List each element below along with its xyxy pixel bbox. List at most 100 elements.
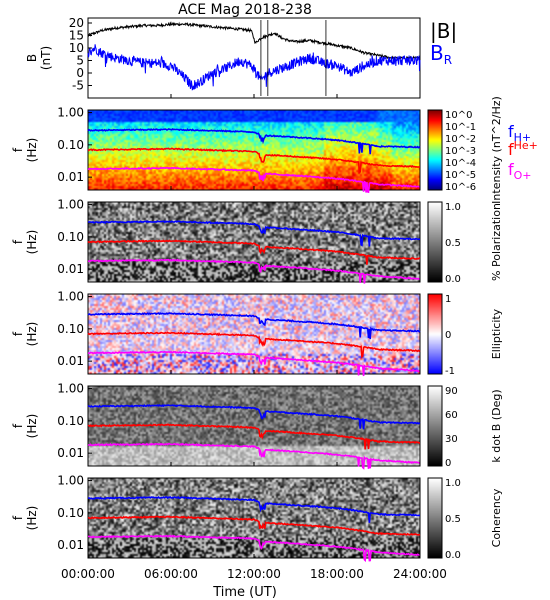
colorbar-coherency: 1.0 0.5 0.0 Coherency xyxy=(427,477,503,561)
colorbar-frame xyxy=(427,385,443,467)
legend-b-total: |B| xyxy=(430,19,457,43)
y-axis-label-unit: (nT) xyxy=(39,46,53,70)
y-axis-label: f(Hz) xyxy=(11,506,39,531)
colorbar-tick-label: 10^-6 xyxy=(445,182,476,193)
colorbar-tick-label: 1.0 xyxy=(445,202,461,213)
legend-f-he: fHe+ xyxy=(508,139,538,159)
panel-spectrogram-4: 1.00 0.10 0.01 f(Hz) 90 60 30 0 k dot B (Deg) xyxy=(11,382,503,470)
y-axis-label: f(Hz) xyxy=(11,138,39,163)
legend-b-r-main: B xyxy=(430,41,444,65)
colorbar-frame xyxy=(427,201,443,283)
y-tick-label: 1.00 xyxy=(57,106,84,120)
f-h-plus-line xyxy=(87,403,421,430)
y-tick-label: 1.00 xyxy=(57,290,84,304)
colorbar-tick-label: 10^-5 xyxy=(445,170,476,181)
colorbar-tick-label: 0.5 xyxy=(445,514,461,525)
colorbar-label: Ellipticity xyxy=(490,308,503,359)
f-he-plus-line xyxy=(87,147,420,174)
y-axis-label-var: f xyxy=(11,331,25,336)
f-h-plus-line xyxy=(87,128,421,155)
colorbar-image xyxy=(428,110,442,190)
chart-title: ACE Mag 2018-238 xyxy=(178,2,312,18)
colorbar-tick-label: 0 xyxy=(445,330,451,341)
f-o-plus-line xyxy=(87,258,421,284)
legend-f-o: fO+ xyxy=(508,160,532,182)
colorbar-k-dot-b: 90 60 30 0 k dot B (Deg) xyxy=(427,385,503,469)
y-tick-label: 5 xyxy=(76,54,84,68)
colorbar-frame xyxy=(427,293,443,375)
y-tick-label: 0 xyxy=(76,66,84,80)
y-tick-label: 1.00 xyxy=(57,382,84,396)
x-tick-label: 24:00:00 xyxy=(393,567,447,581)
y-tick-label: 0.01 xyxy=(57,446,84,460)
f-h-plus-line xyxy=(88,220,421,247)
spectrogram-image xyxy=(88,294,420,374)
y-tick-label: 1.00 xyxy=(57,474,84,488)
y-axis-label-var: B xyxy=(25,54,39,62)
y-axis-label: B(nT) xyxy=(25,46,53,70)
colorbar-tick-label: 1.0 xyxy=(445,478,461,489)
colorbar-tick-label: 0.0 xyxy=(445,274,461,285)
colorbar-image xyxy=(428,202,442,282)
colorbar-tick-label: 1 xyxy=(445,294,451,305)
f-he-plus-line xyxy=(87,423,421,450)
colorbar-label: Coherency xyxy=(490,488,503,547)
spectrogram-image xyxy=(88,386,420,466)
y-tick-label: 20 xyxy=(69,16,84,30)
colorbar-polarization: 1.0 0.5 0.0 % Polarization xyxy=(427,201,503,285)
x-tick-label: 12:00:00 xyxy=(227,567,281,581)
f-h-plus-line xyxy=(87,312,421,340)
y-axis-label: f(Hz) xyxy=(11,322,39,347)
colorbar-tick-label: 10^0 xyxy=(445,110,472,121)
colorbar-frame xyxy=(427,109,443,191)
y-axis-label-var: f xyxy=(11,239,25,244)
colorbar-tick-label: 0 xyxy=(445,458,451,469)
series-line-b-total xyxy=(87,21,420,61)
legend-b-r: BR xyxy=(430,41,452,67)
y-axis-label-unit: (Hz) xyxy=(25,414,39,439)
colorbar-tick-label: 30 xyxy=(445,434,458,445)
colorbar-image xyxy=(428,386,442,466)
f-o-plus-line xyxy=(87,350,421,377)
colorbar-tick-label: 0.0 xyxy=(445,550,461,561)
panel-spectrogram-1: 1.000.100.01f(Hz)10^010^-110^-210^-310^-… xyxy=(11,96,503,204)
y-axis-label-var: f xyxy=(11,515,25,520)
colorbar-tick-label: 10^-3 xyxy=(445,146,476,157)
y-tick-label: 0.10 xyxy=(57,414,84,428)
y-axis-label-var: f xyxy=(11,147,25,152)
y-tick-label: 15 xyxy=(69,29,84,43)
x-tick-label: 18:00:00 xyxy=(310,567,364,581)
colorbar-tick-label: 0.5 xyxy=(445,238,461,249)
f-he-plus-line xyxy=(87,515,421,536)
legend-f-o-sub: O+ xyxy=(514,169,532,182)
colorbar-tick-label: 10^-1 xyxy=(445,122,476,133)
y-tick-label: 0.10 xyxy=(57,230,84,244)
legend-f-he-main: f xyxy=(508,140,514,159)
colorbar-tick-label: 10^-4 xyxy=(445,158,476,169)
y-tick-label: 0.01 xyxy=(57,262,84,276)
y-tick-label: 10 xyxy=(69,41,84,55)
colorbar-tick-label: -1 xyxy=(445,366,455,377)
f-o-plus-line xyxy=(88,534,421,563)
y-tick-label: 0.10 xyxy=(57,138,84,152)
y-tick-label: 0.01 xyxy=(57,538,84,552)
panels: 20151050-5B(nT)1.000.100.01f(Hz)10^010^-… xyxy=(11,16,503,563)
legend-b-r-sub: R xyxy=(444,53,452,67)
colorbar-tick-label: 60 xyxy=(445,410,458,421)
y-axis-label-unit: (Hz) xyxy=(25,138,39,163)
colorbar-tick-label: 90 xyxy=(445,386,458,397)
y-tick-label: 0.01 xyxy=(57,354,84,368)
y-axis-label-var: f xyxy=(11,423,25,428)
f-o-plus-line xyxy=(87,442,421,470)
y-axis-label-unit: (Hz) xyxy=(25,230,39,255)
colorbar-label: % Polarization xyxy=(490,203,503,281)
panel-spectrogram-3: 1.00 0.10 0.01 f(Hz) 1 0 -1 Ellipticity xyxy=(11,290,503,377)
f-o-plus-line xyxy=(87,166,421,194)
y-tick-label: -5 xyxy=(72,79,84,93)
panel-spectrogram-5: 1.00 0.10 0.01 f(Hz) 1.0 0.5 0.0 Coherency xyxy=(11,474,503,563)
x-axis-label: Time (UT) xyxy=(212,585,277,600)
legend-f-h-sub: H+ xyxy=(514,131,532,144)
colorbar-ellipticity: 1 0 -1 Ellipticity xyxy=(427,293,503,377)
